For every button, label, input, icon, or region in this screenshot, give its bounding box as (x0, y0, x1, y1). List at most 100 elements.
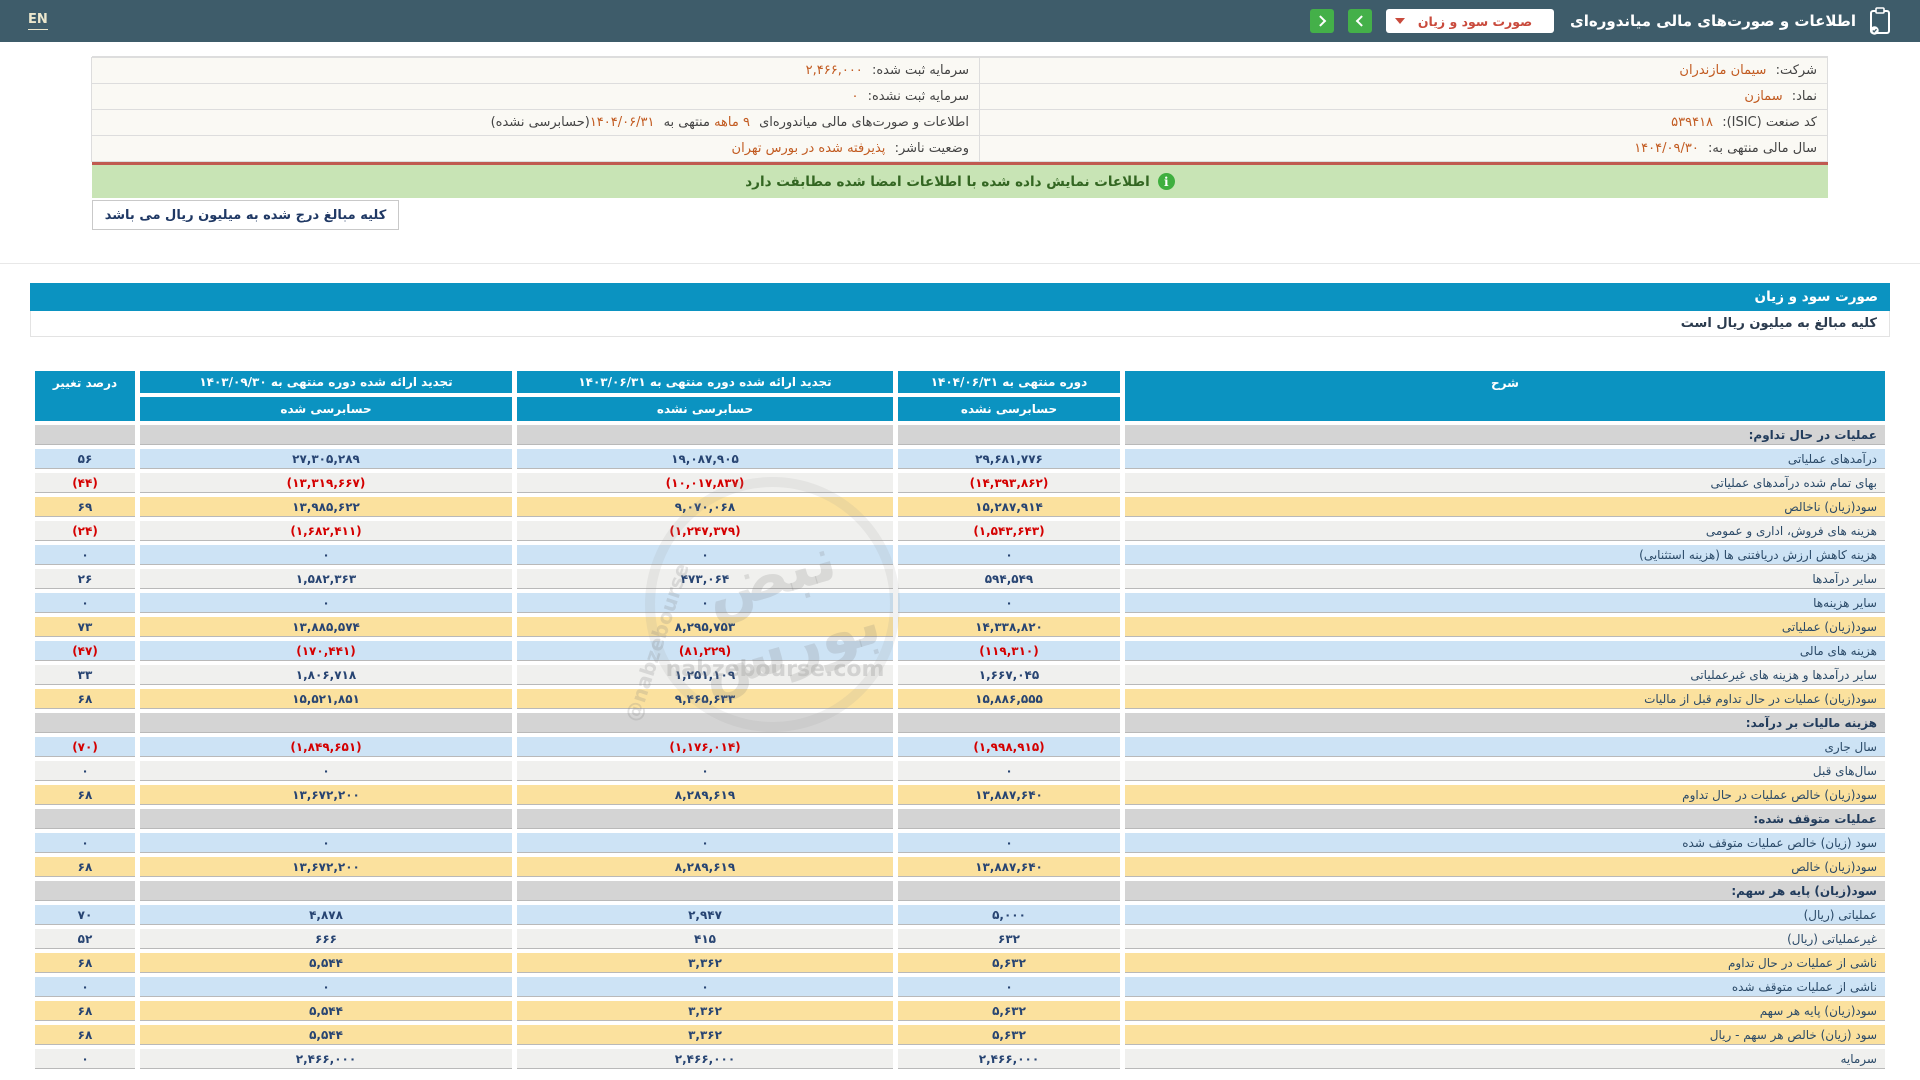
prev-statement-button[interactable] (1348, 9, 1373, 33)
table-row: هزینه های مالی (۱۱۹,۳۱۰) (۸۱,۲۲۹) (۱۷۰,۴۴۱)… (35, 641, 1885, 661)
value-percent-change: ۲۶ (35, 569, 135, 589)
row-label: سود (زیان) خالص عملیات متوقف شده (1125, 833, 1885, 853)
section-label: عملیات متوقف شده: (1125, 809, 1885, 829)
row-label: ناشی از عملیات متوقف شده (1125, 977, 1885, 997)
value-restated-midyear: ۴۷۳,۰۶۴ (517, 569, 893, 589)
section-row: عملیات متوقف شده: (35, 809, 1885, 829)
row-label: سرمایه (1125, 1049, 1885, 1069)
value-restated-midyear: ۳,۳۶۲ (517, 1001, 893, 1021)
language-toggle-en[interactable]: EN (28, 12, 48, 30)
page-title: اطلاعات و صورت‌های مالی میاندوره‌ای (1570, 12, 1856, 30)
value-restated-midyear: ۰ (517, 545, 893, 565)
value-current-period: ۱۵,۲۸۷,۹۱۴ (898, 497, 1120, 517)
value-percent-change: ۰ (35, 977, 135, 997)
table-row: سود(زیان) پایه هر سهم ۵,۶۳۲ ۳,۳۶۲ ۵,۵۴۴ ۶۸ (35, 1001, 1885, 1021)
row-label: سود(زیان) پایه هر سهم (1125, 1001, 1885, 1021)
value-restated-yearend: (۱,۶۸۲,۴۱۱) (140, 521, 512, 541)
row-label: سود (زیان) خالص هر سهم - ریال (1125, 1025, 1885, 1045)
value-percent-change: ۰ (35, 833, 135, 853)
statement-select-value: صورت سود و زیان (1417, 13, 1533, 29)
value-percent-change: ۶۸ (35, 785, 135, 805)
value-restated-yearend: ۰ (140, 977, 512, 997)
next-statement-button[interactable] (1310, 9, 1335, 33)
value-percent-change: ۶۸ (35, 1025, 135, 1045)
audit-status-current: حسابرسی نشده (898, 397, 1120, 421)
row-label: سود(زیان) عملیاتی (1125, 617, 1885, 637)
value-current-period: ۰ (898, 761, 1120, 781)
value-percent-change: ۶۸ (35, 953, 135, 973)
row-label: عملیاتی (ریال) (1125, 905, 1885, 925)
isic-label: کد صنعت (ISIC): (1722, 115, 1817, 130)
row-label: سایر درآمدها (1125, 569, 1885, 589)
income-statement-table-wrap: شرح دوره منتهی به ۱۴۰۴/۰۶/۳۱ تجدید ارائه… (30, 367, 1890, 1073)
value-current-period: (۱۴,۳۹۳,۸۶۲) (898, 473, 1120, 493)
value-current-period: ۵,۶۳۲ (898, 953, 1120, 973)
chevron-down-icon (1395, 18, 1406, 24)
row-label: سال‌های قبل (1125, 761, 1885, 781)
value-restated-yearend: (۱۳,۳۱۹,۶۶۷) (140, 473, 512, 493)
value-percent-change: ۶۹ (35, 497, 135, 517)
header-row-audit: حسابرسی نشده حسابرسی نشده حسابرسی شده (35, 397, 1885, 421)
table-row: ناشی از عملیات متوقف شده ۰ ۰ ۰ ۰ (35, 977, 1885, 997)
value-current-period: ۰ (898, 545, 1120, 565)
col-header-description: شرح (1125, 371, 1885, 421)
value-restated-midyear: ۲,۹۴۷ (517, 905, 893, 925)
value-percent-change: (۴۴) (35, 473, 135, 493)
row-label: هزینه های فروش، اداری و عمومی (1125, 521, 1885, 541)
fiscal-year-value: ۱۴۰۴/۰۹/۳۰ (1634, 141, 1699, 156)
table-row: سود(زیان) خالص عملیات در حال تداوم ۱۳,۸۸۷… (35, 785, 1885, 805)
value-current-period: ۵,۶۳۲ (898, 1001, 1120, 1021)
statement-select[interactable]: صورت سود و زیان (1386, 9, 1555, 33)
company-value: سیمان مازندران (1679, 63, 1767, 78)
table-row: سرمایه ۲,۴۶۶,۰۰۰ ۲,۴۶۶,۰۰۰ ۲,۴۶۶,۰۰۰ ۰ (35, 1049, 1885, 1069)
statement-subtitle: کلیه مبالغ به میلیون ریال است (30, 311, 1890, 337)
section-row: هزینه مالیات بر درآمد: (35, 713, 1885, 733)
info-row: شرکت: سیمان مازندران سرمایه ثبت شده: ۲,۴… (91, 57, 1828, 84)
unregistered-capital-value: ۰ (851, 89, 859, 104)
value-percent-change: ۰ (35, 593, 135, 613)
chevron-left-icon (1355, 15, 1368, 27)
value-percent-change: ۶۸ (35, 857, 135, 877)
value-current-period: ۰ (898, 977, 1120, 997)
table-row: سود (زیان) خالص هر سهم - ریال ۵,۶۳۲ ۳,۳۶۲ ۵… (35, 1025, 1885, 1045)
table-row: سال‌های قبل ۰ ۰ ۰ ۰ (35, 761, 1885, 781)
value-current-period: ۵۹۴,۵۴۹ (898, 569, 1120, 589)
value-restated-yearend: ۲,۴۶۶,۰۰۰ (140, 1049, 512, 1069)
value-current-period: (۱,۹۹۸,۹۱۵) (898, 737, 1120, 757)
isic-value: ۵۳۹۴۱۸ (1671, 115, 1714, 130)
value-restated-yearend: ۴,۸۷۸ (140, 905, 512, 925)
audit-status-yearend: حسابرسی شده (140, 397, 512, 421)
value-current-period: ۱۴,۳۳۸,۸۲۰ (898, 617, 1120, 637)
audit-status-midyear: حسابرسی نشده (517, 397, 893, 421)
value-current-period: ۲۹,۶۸۱,۷۷۶ (898, 449, 1120, 469)
table-row: سال جاری (۱,۹۹۸,۹۱۵) (۱,۱۷۶,۰۱۴) (۱,۸۴۹,۶۵۱… (35, 737, 1885, 757)
row-label: هزینه کاهش ارزش دریافتنی ها (هزینه استثن… (1125, 545, 1885, 565)
row-label: بهای تمام شده درآمدهای عملیاتی (1125, 473, 1885, 493)
value-percent-change: ۳۳ (35, 665, 135, 685)
period-description: اطلاعات و صورت‌های مالی میاندوره‌ای ۹ ما… (91, 109, 980, 136)
col-header-restated-yearend: تجدید ارائه شده دوره منتهی به ۱۴۰۳/۰۹/۳۰ (140, 371, 512, 393)
value-restated-midyear: ۰ (517, 761, 893, 781)
info-row: نماد: سمازن سرمایه ثبت نشده: ۰ (91, 83, 1828, 110)
registered-capital-label: سرمایه ثبت شده: (871, 63, 969, 78)
table-row: درآمدهای عملیاتی ۲۹,۶۸۱,۷۷۶ ۱۹,۰۸۷,۹۰۵ ۲۷,۳… (35, 449, 1885, 469)
value-current-period: ۱۳,۸۸۷,۶۴۰ (898, 785, 1120, 805)
value-current-period: (۱۱۹,۳۱۰) (898, 641, 1120, 661)
value-restated-yearend: ۵,۵۴۴ (140, 1001, 512, 1021)
table-row: ناشی از عملیات در حال تداوم ۵,۶۳۲ ۳,۳۶۲ ۵,۵… (35, 953, 1885, 973)
value-percent-change: (۷۰) (35, 737, 135, 757)
value-current-period: ۱۳,۸۸۷,۶۴۰ (898, 857, 1120, 877)
table-row: سود (زیان) خالص عملیات متوقف شده ۰ ۰ ۰ ۰ (35, 833, 1885, 853)
value-percent-change: ۷۰ (35, 905, 135, 925)
table-row: سود(زیان) عملیاتی ۱۴,۳۳۸,۸۲۰ ۸,۲۹۵,۷۵۳ ۱۳,۸… (35, 617, 1885, 637)
value-percent-change: ۶۸ (35, 689, 135, 709)
header-row-periods: شرح دوره منتهی به ۱۴۰۴/۰۶/۳۱ تجدید ارائه… (35, 371, 1885, 421)
value-percent-change: ۵۲ (35, 929, 135, 949)
row-label: سایر درآمدها و هزینه های غیرعملیاتی (1125, 665, 1885, 685)
value-restated-yearend: ۰ (140, 593, 512, 613)
section-label: سود(زیان) پایه هر سهم: (1125, 881, 1885, 901)
top-bar: اطلاعات و صورت‌های مالی میاندوره‌ای صورت… (0, 0, 1920, 42)
table-row: هزینه های فروش، اداری و عمومی (۱,۵۴۳,۶۴۳)… (35, 521, 1885, 541)
table-row: سود(زیان) ناخالص ۱۵,۲۸۷,۹۱۴ ۹,۰۷۰,۰۶۸ ۱۳,۹۸… (35, 497, 1885, 517)
col-header-percent-change: درصد تغییر (35, 371, 135, 421)
